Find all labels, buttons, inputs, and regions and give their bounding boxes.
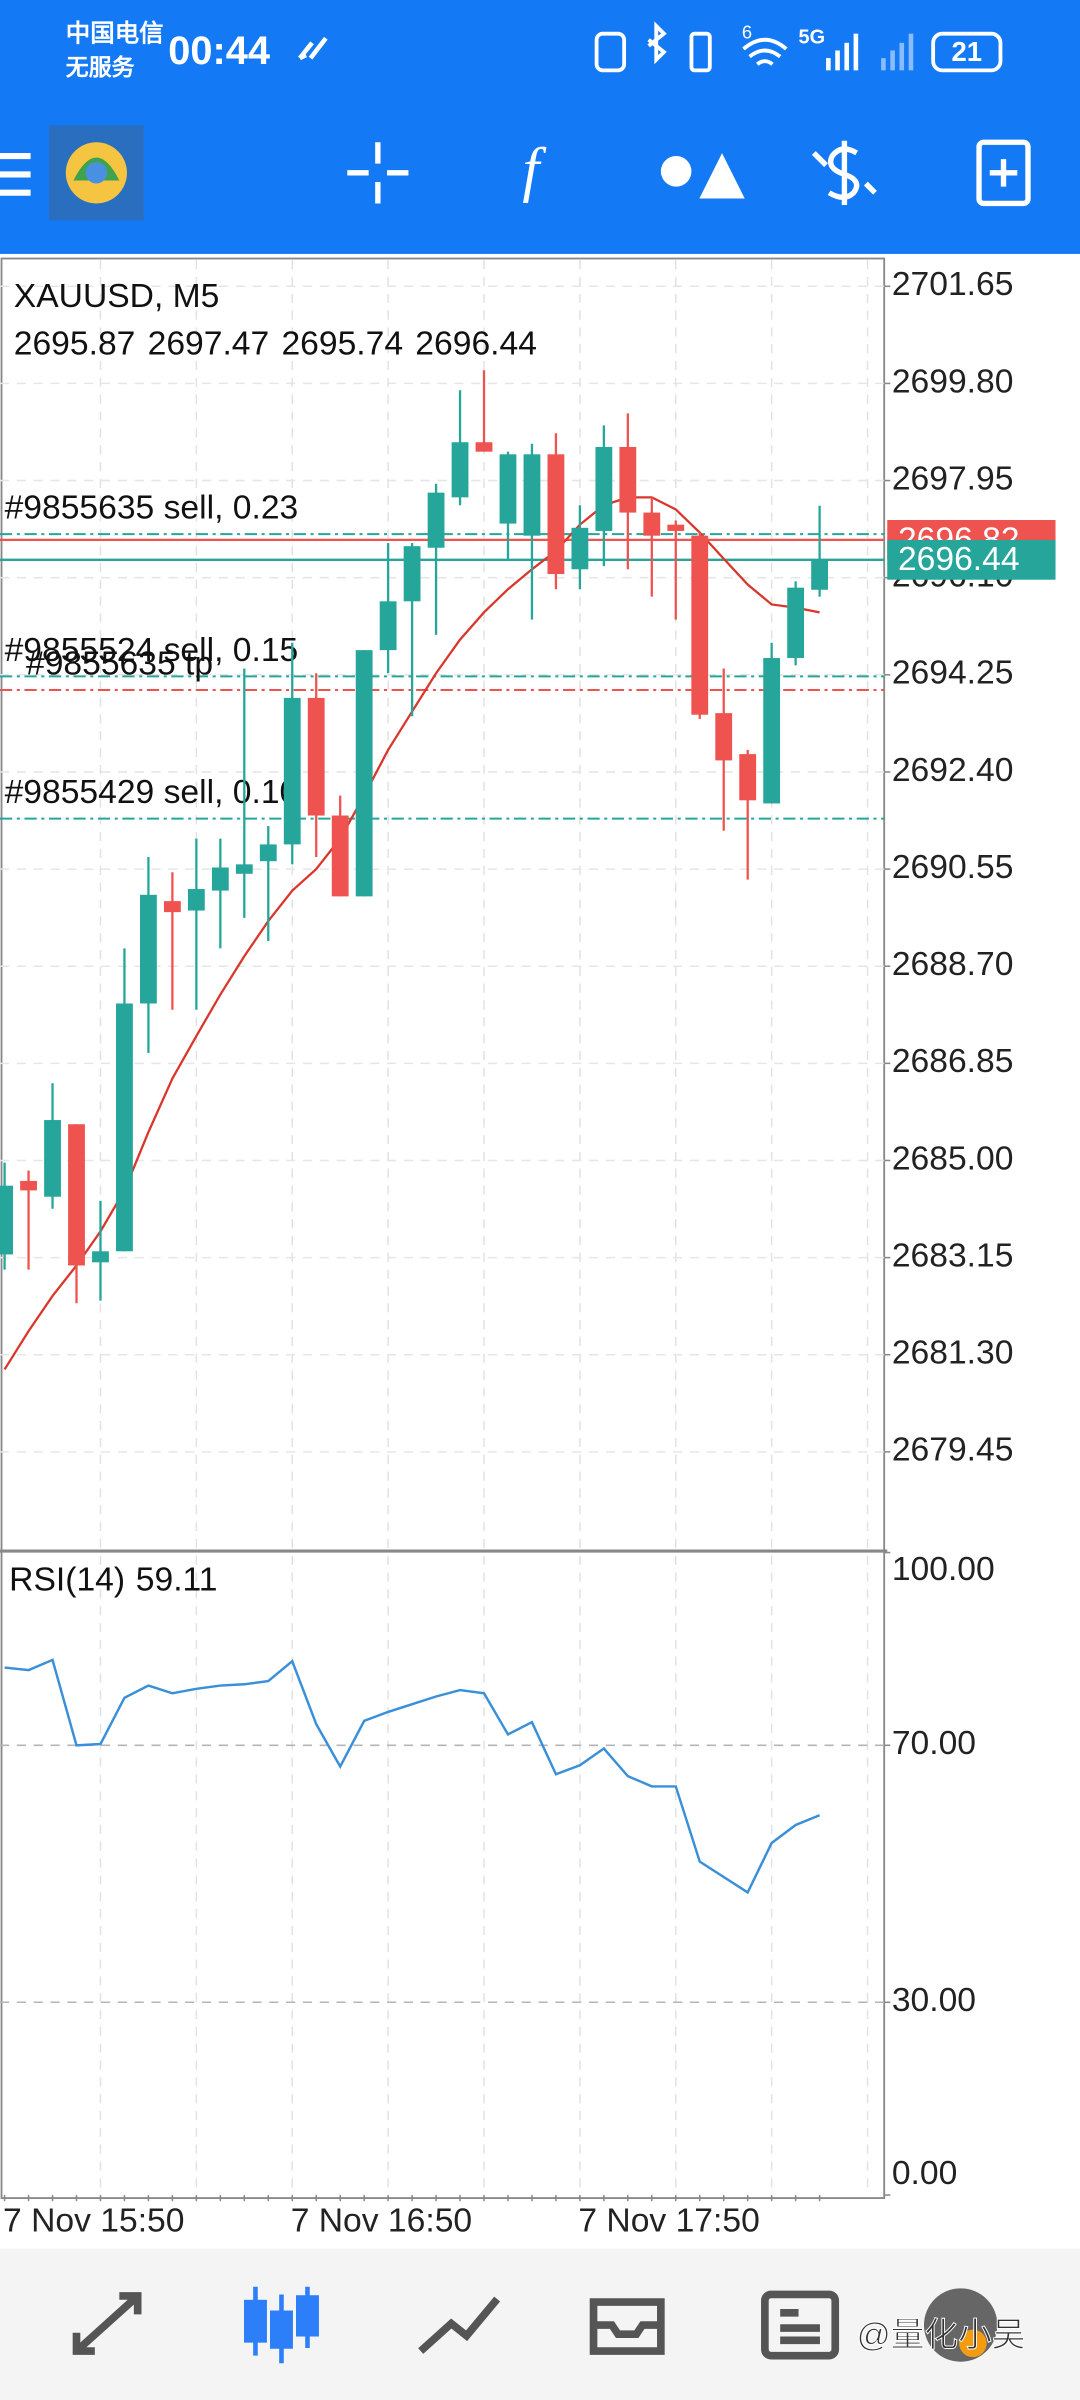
candle-body xyxy=(451,442,469,498)
candle-body xyxy=(379,601,397,651)
candle-body xyxy=(523,454,541,536)
y-tick-label: 70.00 xyxy=(892,1725,976,1762)
candle-body xyxy=(116,1003,133,1252)
network: 5G xyxy=(799,26,826,48)
y-tick-label: 0.00 xyxy=(892,2155,957,2192)
candle-body xyxy=(763,658,781,804)
x-tick-label: 7 Nov 17:50 xyxy=(578,2202,759,2239)
x-tick-label: 7 Nov 15:50 xyxy=(3,2202,184,2239)
y-tick-label: 2683.15 xyxy=(892,1237,1014,1274)
candle-body xyxy=(811,559,829,590)
ohlc-open: 2695.87 xyxy=(14,326,136,363)
candle-body xyxy=(667,524,685,531)
watermark: @量化小吴 xyxy=(857,2316,1026,2354)
candle-body xyxy=(787,587,805,659)
toolbar-icons[interactable] xyxy=(347,139,1031,207)
candle-body xyxy=(739,754,757,801)
y-tick-label: 2692.40 xyxy=(892,752,1014,789)
battery-level: 21 xyxy=(951,36,982,67)
carrier: 中国电信 xyxy=(66,20,164,48)
candle-body xyxy=(499,454,517,524)
nav-chart[interactable] xyxy=(243,2286,319,2364)
candle-body xyxy=(571,527,589,570)
candle-body xyxy=(307,697,325,816)
status-icon xyxy=(298,36,328,61)
order-label: #9855635 tp xyxy=(26,645,213,682)
y-tick-label: 2679.45 xyxy=(892,1432,1014,1469)
indicator-title: RSI(14) xyxy=(9,1562,125,1599)
bottom-nav xyxy=(0,2248,1080,2400)
y-tick-label: 100.00 xyxy=(892,1551,995,1588)
candle-body xyxy=(92,1251,109,1263)
y-tick-label: 2688.70 xyxy=(892,946,1014,983)
candle-body xyxy=(187,889,205,911)
candle-body xyxy=(643,512,661,536)
y-tick-label: 2699.80 xyxy=(892,363,1014,400)
chart-frame xyxy=(0,257,886,2200)
candle-body xyxy=(427,492,445,548)
ohlc-low: 2695.74 xyxy=(281,326,403,363)
candle-body xyxy=(283,697,301,845)
y-tick-label: 2694.25 xyxy=(892,655,1014,692)
candle-body xyxy=(163,901,181,913)
clock: 00:44 xyxy=(168,29,270,73)
candle-body xyxy=(691,535,709,715)
ohlc-high: 2697.47 xyxy=(148,326,270,363)
candle-body xyxy=(20,1180,37,1191)
status-icons xyxy=(594,21,788,73)
candle-body xyxy=(140,894,157,1004)
y-tick-label: 2681.30 xyxy=(892,1335,1014,1372)
candle-body xyxy=(547,454,565,575)
candle-body xyxy=(475,442,493,452)
nav-icons[interactable] xyxy=(72,2290,840,2360)
app-bar xyxy=(0,0,1080,254)
battery xyxy=(931,31,1003,73)
order-label: #9855524 sell, 0.15 xyxy=(5,632,299,669)
candle-body xyxy=(355,650,373,897)
y-tick-label: 2690.55 xyxy=(892,849,1014,886)
candle-body xyxy=(619,446,637,513)
bid-box xyxy=(887,539,1056,580)
menu-button[interactable] xyxy=(0,152,31,196)
chart-title: XAUUSD, M5 xyxy=(14,278,220,315)
rsi-line xyxy=(4,1658,821,1895)
candle-body xyxy=(44,1120,61,1197)
y-tick-label: 2701.65 xyxy=(892,266,1014,303)
x-tick-label: 7 Nov 16:50 xyxy=(291,2202,472,2239)
candle-body xyxy=(68,1124,85,1266)
signal-badge: 6 xyxy=(742,21,752,42)
y-tick-label: 30.00 xyxy=(892,1982,976,2019)
y-tick-label: 2697.95 xyxy=(892,460,1014,497)
order-label: #9855635 sell, 0.23 xyxy=(5,490,299,527)
candle-body xyxy=(259,844,277,862)
order-label: #9855429 sell, 0.10 xyxy=(5,774,299,811)
candle-body xyxy=(211,867,229,891)
candle-body xyxy=(595,446,613,531)
y-tick-label: 2685.00 xyxy=(892,1140,1014,1177)
signal-bars xyxy=(826,33,914,71)
indicator-value: 59.11 xyxy=(136,1562,218,1599)
ohlc-close: 2696.44 xyxy=(415,326,537,363)
candle-body xyxy=(403,546,421,602)
candle-body xyxy=(0,1185,14,1255)
candle-body xyxy=(331,815,349,897)
bid-label: 2696.44 xyxy=(898,541,1020,578)
service: 无服务 xyxy=(66,54,135,80)
candle-body xyxy=(715,713,733,761)
y-tick-label: 2686.85 xyxy=(892,1043,1014,1080)
candle-body xyxy=(235,864,253,874)
